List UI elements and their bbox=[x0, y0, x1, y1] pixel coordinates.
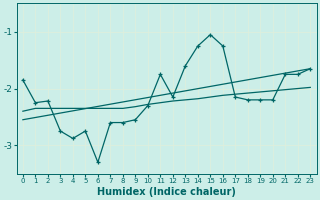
X-axis label: Humidex (Indice chaleur): Humidex (Indice chaleur) bbox=[97, 187, 236, 197]
